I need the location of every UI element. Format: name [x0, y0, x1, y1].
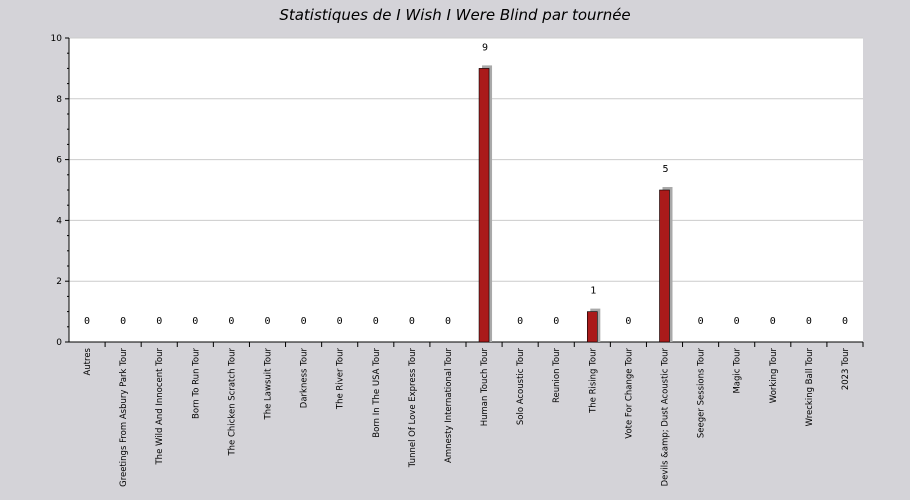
y-tick-label: 4 [56, 216, 62, 226]
value-label: 0 [301, 316, 307, 327]
x-category-label: The Wild And Innocent Tour [155, 348, 165, 466]
value-label: 0 [409, 316, 415, 327]
value-label: 1 [590, 286, 596, 297]
x-category-label: Vote For Change Tour [624, 348, 634, 439]
x-category-label: Darkness Tour [300, 348, 310, 409]
x-category-label: The Lawsuit Tour [264, 347, 274, 420]
value-label: 0 [192, 316, 198, 327]
value-label: 0 [120, 316, 126, 327]
value-label: 0 [842, 316, 848, 327]
value-label: 0 [156, 316, 162, 327]
value-label: 0 [734, 316, 740, 327]
y-tick-label: 8 [56, 95, 62, 105]
x-category-label: The Chicken Scratch Tour [227, 348, 237, 457]
value-label: 0 [517, 316, 523, 327]
value-label: 0 [625, 316, 631, 327]
x-category-label: Born In The USA Tour [372, 348, 382, 438]
bar [478, 68, 490, 343]
plot-area [69, 38, 863, 342]
x-category-label: Autres [83, 347, 93, 375]
x-category-label: Seeger Sessions Tour [697, 348, 707, 439]
value-label: 9 [482, 42, 488, 53]
y-tick-label: 6 [56, 156, 62, 166]
value-label: 0 [806, 316, 812, 327]
bar [659, 189, 670, 343]
value-label: 0 [337, 316, 343, 327]
value-label: 0 [445, 316, 451, 327]
x-category-label: The River Tour [336, 348, 346, 411]
x-category-label: Devils &amp; Dust Acoustic Tour [661, 347, 671, 486]
y-tick-label: 2 [56, 277, 62, 287]
x-category-label: The Rising Tour [588, 348, 598, 414]
value-label: 0 [698, 316, 704, 327]
value-label: 0 [373, 316, 379, 327]
value-label: 5 [662, 164, 668, 175]
x-category-label: Working Tour [769, 347, 779, 403]
bar [587, 311, 598, 343]
y-tick-label: 0 [56, 338, 62, 348]
value-label: 0 [770, 316, 776, 327]
x-category-label: Reunion Tour [552, 348, 562, 404]
x-category-label: Magic Tour [733, 348, 743, 394]
chart-title: Statistiques de I Wish I Were Blind par … [279, 6, 631, 24]
value-label: 0 [84, 316, 90, 327]
x-category-label: Tunnel Of Love Express Tour [408, 348, 418, 469]
x-category-label: Greetings From Asbury Park Tour [119, 348, 129, 487]
y-tick-label: 10 [51, 34, 63, 44]
value-label: 0 [228, 316, 234, 327]
x-category-label: 2023 Tour [841, 348, 851, 391]
value-label: 0 [553, 316, 559, 327]
x-category-label: Born To Run Tour [191, 348, 201, 419]
x-category-label: Solo Acoustic Tour [516, 348, 526, 426]
x-category-label: Human Touch Tour [480, 348, 490, 427]
x-category-label: Amnesty International Tour [444, 348, 454, 463]
value-label: 0 [264, 316, 270, 327]
x-category-label: Wrecking Ball Tour [805, 348, 815, 427]
